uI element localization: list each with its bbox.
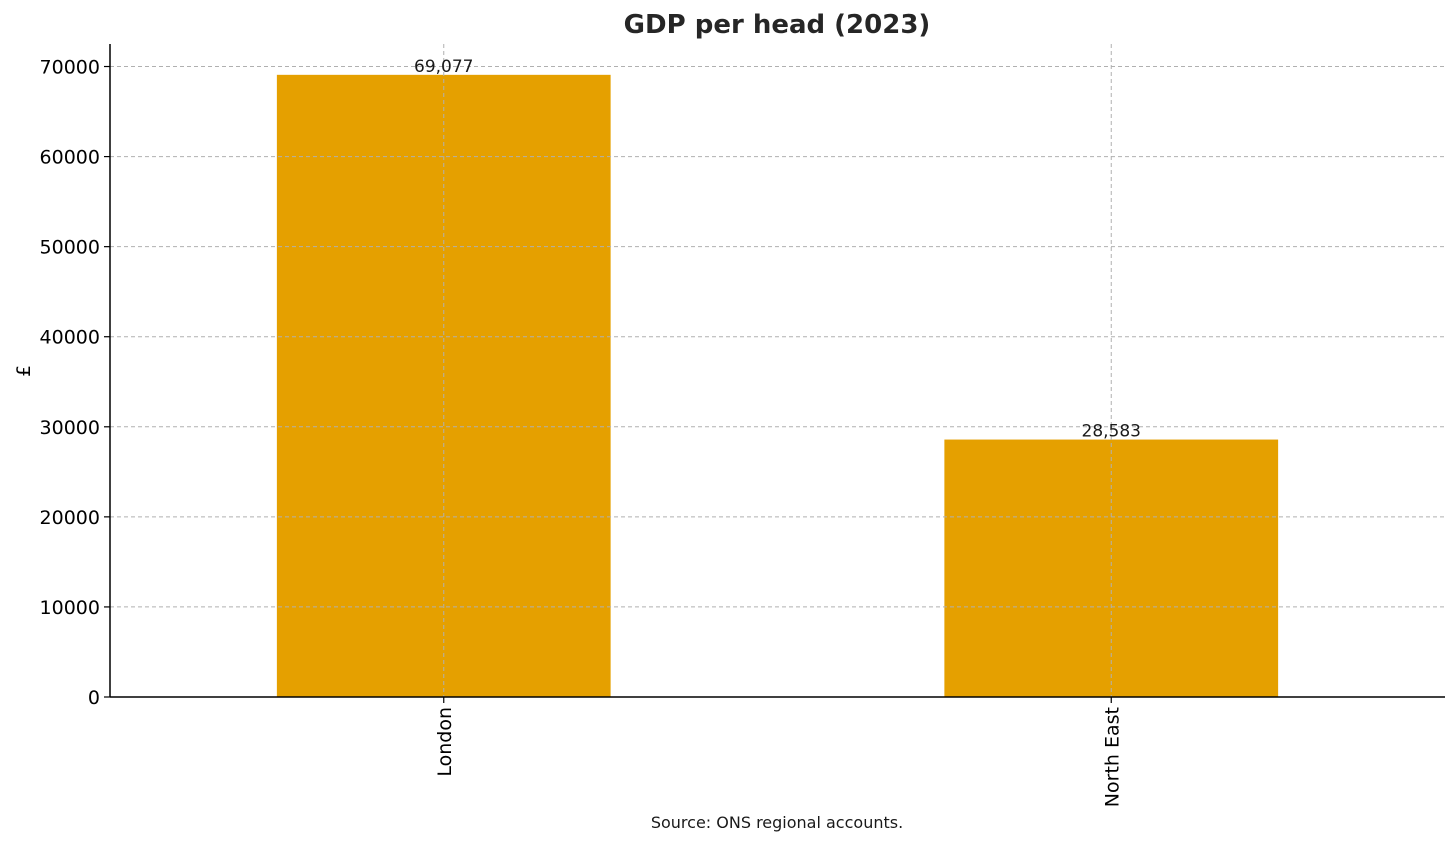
bar-value-label: 28,583 [1082, 422, 1141, 442]
chart-title: GDP per head (2023) [624, 10, 931, 40]
bar-value-labels: 69,077 28,583 [414, 57, 1141, 442]
y-tick-label: 50000 [40, 237, 100, 259]
x-axis-ticks: London North East [434, 697, 1123, 807]
y-tick-label: 30000 [40, 417, 100, 439]
y-tick-label: 10000 [40, 597, 100, 619]
y-tick-label: 70000 [40, 57, 100, 79]
y-tick-label: 0 [88, 687, 100, 709]
bar-london [276, 74, 611, 697]
bar-value-label: 69,077 [414, 57, 473, 77]
source-note: Source: ONS regional accounts. [651, 813, 903, 832]
y-tick-label: 20000 [40, 507, 100, 529]
y-axis-ticks: 0 10000 20000 30000 40000 50000 60000 70000 [40, 57, 110, 709]
x-tick-label: North East [1101, 707, 1123, 807]
y-tick-label: 40000 [40, 327, 100, 349]
y-tick-label: 60000 [40, 147, 100, 169]
bars [276, 74, 1279, 697]
x-tick-label: London [434, 707, 456, 777]
y-axis-label: £ [13, 365, 35, 377]
